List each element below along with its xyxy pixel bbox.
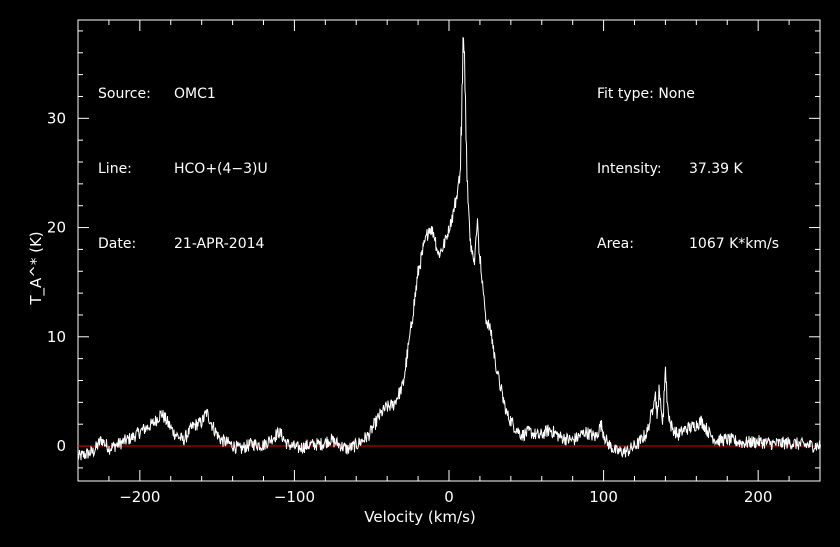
date-row: Date: 21-APR-2014 — [98, 232, 268, 257]
y-tick-label: 10 — [47, 328, 66, 346]
intensity-row: Intensity: 37.39 K — [597, 157, 779, 182]
area-key: Area: — [597, 236, 634, 252]
line-value: HCO+(4−3)U — [174, 161, 268, 177]
spectrum-line — [77, 36, 821, 461]
source-key: Source: — [98, 86, 151, 102]
header-info-left: Source: OMC1 Line: HCO+(4−3)U Date: 21-APR-… — [98, 32, 268, 282]
fit-row: Fit type: None — [597, 82, 779, 107]
line-row: Line: HCO+(4−3)U — [98, 157, 268, 182]
tick-labels: −200 −100 0 100 200 0 10 20 30 — [47, 109, 773, 506]
x-tick-label: 0 — [444, 488, 454, 506]
area-value: 1067 K*km/s — [689, 236, 780, 252]
source-row: Source: OMC1 — [98, 82, 268, 107]
x-tick-label: 100 — [589, 488, 618, 506]
y-axis-label: T_A^* (K) — [27, 231, 45, 305]
source-value: OMC1 — [174, 86, 216, 102]
y-tick-label: 20 — [47, 219, 66, 237]
header-info-right: Fit type: None Intensity: 37.39 K Area: 10… — [597, 32, 779, 282]
date-value: 21-APR-2014 — [174, 236, 265, 252]
x-axis-label: Velocity (km/s) — [364, 508, 476, 526]
ticks — [77, 20, 821, 481]
y-tick-label: 0 — [56, 437, 66, 455]
fit-key: Fit type: — [597, 86, 654, 102]
line-key: Line: — [98, 161, 132, 177]
area-row: Area: 1067 K*km/s — [597, 232, 779, 257]
intensity-value: 37.39 K — [689, 161, 743, 177]
fit-value: None — [658, 86, 695, 102]
x-tick-label: −200 — [119, 488, 160, 506]
date-key: Date: — [98, 236, 137, 252]
intensity-key: Intensity: — [597, 161, 662, 177]
x-tick-label: 200 — [744, 488, 773, 506]
y-tick-label: 30 — [47, 109, 66, 127]
x-tick-label: −100 — [274, 488, 315, 506]
